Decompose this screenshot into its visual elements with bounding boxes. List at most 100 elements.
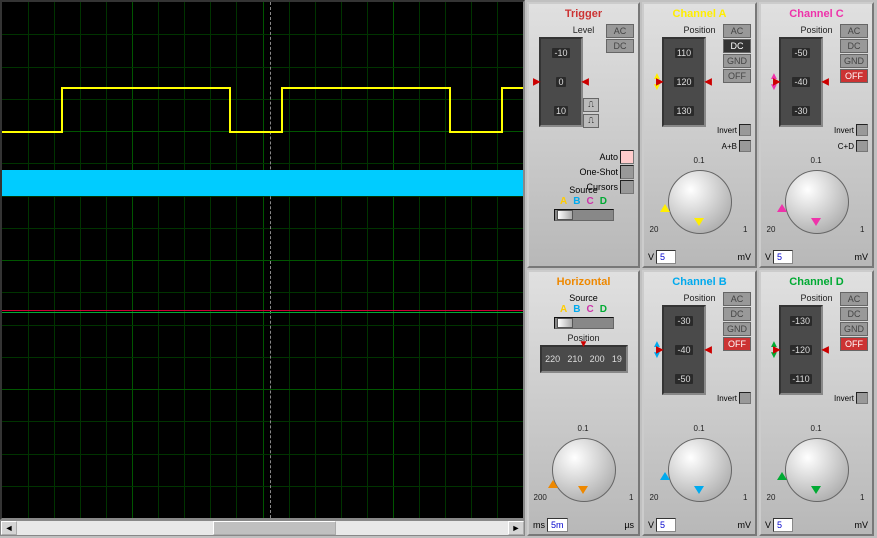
off-button[interactable]: OFF	[840, 337, 868, 351]
trigger-ac-button[interactable]: AC	[606, 24, 634, 38]
scroll-thumb[interactable]	[213, 521, 336, 535]
channel-d-coupling: AC DC GND OFF	[840, 292, 868, 351]
ac-button[interactable]: AC	[840, 24, 868, 38]
source-b: B	[573, 304, 580, 315]
dc-button[interactable]: DC	[723, 39, 751, 53]
scroll-left-arrow[interactable]: ◄	[1, 521, 17, 535]
combo-checkbox[interactable]	[856, 140, 868, 152]
channel-b-coupling: AC DC GND OFF	[723, 292, 751, 351]
triangle-right-icon: ◀	[821, 345, 829, 356]
dc-button[interactable]: DC	[723, 307, 751, 321]
trigger-coupling: AC DC	[606, 24, 634, 53]
vdiv-value[interactable]: 5	[656, 518, 676, 532]
auto-checkbox[interactable]	[620, 150, 634, 164]
vdiv-value[interactable]: 5	[656, 250, 676, 264]
trace-channel-a	[2, 2, 523, 518]
knob-pointer-icon	[811, 218, 821, 226]
horizontal-source-area: Source ABCD	[533, 293, 634, 329]
trigger-panel: Trigger Level AC DC -10 0 10 ▶ ◀ ⎍ ⎍ Aut…	[527, 2, 640, 268]
knob-pointer-icon	[548, 480, 558, 488]
channel-c-vdiv-knob[interactable]: 0.1 20 1	[767, 156, 867, 246]
trigger-dc-button[interactable]: DC	[606, 39, 634, 53]
off-button[interactable]: OFF	[840, 69, 868, 83]
ac-button[interactable]: AC	[723, 24, 751, 38]
timebase-readout: ms 5m µs	[533, 518, 634, 532]
off-button[interactable]: OFF	[723, 337, 751, 351]
trigger-level-slider[interactable]: -10 0 10 ▶ ◀	[539, 37, 583, 127]
oscilloscope-area: ◄ ►	[0, 0, 525, 538]
scroll-right-arrow[interactable]: ►	[508, 521, 524, 535]
channel-a-vdiv-knob[interactable]: 0.1 20 1	[650, 156, 750, 246]
horizontal-position-slider[interactable]: ▼ 220 210 200 19	[540, 345, 628, 373]
falling-edge-button[interactable]: ⎍	[583, 114, 599, 128]
channel-a-panel: Channel A Position AC DC GND OFF ▲▼ 110 …	[642, 2, 757, 268]
timebase-value[interactable]: 5m	[547, 518, 568, 532]
gnd-button[interactable]: GND	[840, 54, 868, 68]
triangle-right-icon: ◀	[704, 345, 712, 356]
trace-channel-c	[2, 310, 523, 311]
channel-c-title: Channel C	[765, 7, 868, 23]
trace-channel-d	[2, 312, 523, 313]
knob-pointer-icon	[660, 472, 670, 480]
trigger-title: Trigger	[533, 7, 634, 23]
knob-pointer-icon	[777, 204, 787, 212]
trigger-source-slider[interactable]	[554, 209, 614, 221]
dc-button[interactable]: DC	[840, 39, 868, 53]
ac-button[interactable]: AC	[723, 292, 751, 306]
oneshot-checkbox[interactable]	[620, 165, 634, 179]
channel-c-panel: Channel C Position AC DC GND OFF ▲▼ -50 …	[759, 2, 874, 268]
trigger-mode-group: Auto One-Shot Cursors	[579, 150, 634, 194]
channel-b-position-slider[interactable]: ▲▼ -30 -40 -50 ▶ ◀	[662, 305, 706, 395]
horizontal-source-slider[interactable]	[554, 317, 614, 329]
channel-d-vdiv-knob[interactable]: 0.1 20 1	[767, 424, 867, 514]
invert-checkbox[interactable]	[856, 124, 868, 136]
knob-pointer-icon	[578, 486, 588, 494]
gnd-button[interactable]: GND	[723, 54, 751, 68]
trace-channel-b	[2, 170, 523, 196]
channel-b-vdiv-knob[interactable]: 0.1 20 1	[650, 424, 750, 514]
off-button[interactable]: OFF	[723, 69, 751, 83]
cursors-checkbox[interactable]	[620, 180, 634, 194]
source-c: C	[587, 196, 594, 207]
source-d: D	[600, 196, 607, 207]
scope-display	[0, 0, 525, 520]
channel-d-readout: V 5 mV	[765, 518, 868, 532]
triangle-left-icon: ▶	[656, 345, 664, 356]
channel-c-position-slider[interactable]: ▲▼ -50 -40 -30 ▶ ◀	[779, 37, 823, 127]
channel-b-panel: Channel B Position AC DC GND OFF ▲▼ -30 …	[642, 270, 757, 536]
knob-pointer-icon	[694, 218, 704, 226]
horizontal-scrollbar[interactable]: ◄ ►	[0, 520, 525, 536]
channel-d-panel: Channel D Position AC DC GND OFF ▲▼ -130…	[759, 270, 874, 536]
triangle-right-icon: ◀	[581, 77, 589, 88]
invert-checkbox[interactable]	[739, 124, 751, 136]
triangle-right-icon: ◀	[704, 77, 712, 88]
channel-d-position-slider[interactable]: ▲▼ -130 -120 -110 ▶ ◀	[779, 305, 823, 395]
combo-checkbox[interactable]	[739, 140, 751, 152]
gnd-button[interactable]: GND	[723, 322, 751, 336]
source-d: D	[600, 304, 607, 315]
horizontal-panel: Horizontal Source ABCD Position ▼ 220 21…	[527, 270, 640, 536]
triangle-left-icon: ▶	[656, 77, 664, 88]
gnd-button[interactable]: GND	[840, 322, 868, 336]
invert-checkbox[interactable]	[739, 392, 751, 404]
vdiv-value[interactable]: 5	[773, 250, 793, 264]
source-a: A	[560, 196, 567, 207]
dc-button[interactable]: DC	[840, 307, 868, 321]
knob-pointer-icon	[777, 472, 787, 480]
knob-pointer-icon	[811, 486, 821, 494]
channel-a-coupling: AC DC GND OFF	[723, 24, 751, 83]
source-b: B	[573, 196, 580, 207]
rising-edge-button[interactable]: ⎍	[583, 98, 599, 112]
channel-a-position-slider[interactable]: ▲▼ 110 120 130 ▶ ◀	[662, 37, 706, 127]
triangle-left-icon: ▶	[533, 77, 541, 88]
trigger-edge-select: ⎍ ⎍	[583, 98, 599, 128]
vdiv-value[interactable]: 5	[773, 518, 793, 532]
scroll-track[interactable]	[17, 521, 508, 535]
ac-button[interactable]: AC	[840, 292, 868, 306]
horizontal-timebase-knob[interactable]: 0.1 200 1	[534, 424, 634, 514]
channel-d-title: Channel D	[765, 275, 868, 291]
source-a: A	[560, 304, 567, 315]
invert-checkbox[interactable]	[856, 392, 868, 404]
triangle-left-icon: ▶	[773, 345, 781, 356]
channel-a-title: Channel A	[648, 7, 751, 23]
